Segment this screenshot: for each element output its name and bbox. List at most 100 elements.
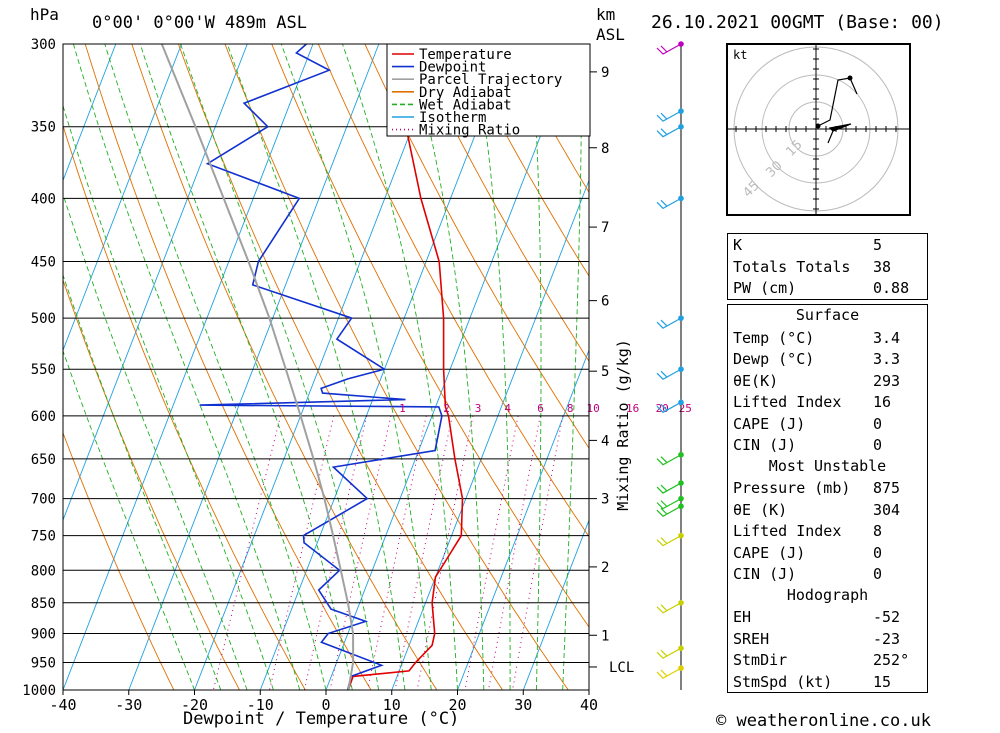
km-tick-label: 1 (601, 628, 609, 644)
mu-cape-value: 0 (873, 543, 883, 562)
wind-level-dot (678, 123, 684, 130)
surface-li-label: Lifted Index (733, 393, 842, 411)
legend-label: Parcel Trajectory (419, 72, 562, 88)
km-tick-label: 3 (601, 492, 609, 508)
legend-label: Isotherm (419, 110, 486, 126)
surface-thetae-label: θE(K) (733, 371, 779, 390)
mu-pressure-label: Pressure (mb) (733, 479, 851, 497)
k-index-label: K (733, 236, 743, 254)
wind-barb (656, 197, 682, 210)
x-tick-label: 10 (383, 696, 401, 714)
sreh-label: SREH (733, 629, 770, 648)
location-header: 0°00' 0°00'W 489m ASL (92, 13, 307, 33)
x-tick-label: 0 (321, 696, 330, 714)
wind-barb (656, 505, 682, 517)
legend-label: Dry Adiabat (419, 85, 512, 101)
wind-barb (656, 43, 682, 55)
mixing-ratio-line (212, 415, 281, 690)
wind-barb (656, 317, 682, 329)
wet-adiabat-line (63, 104, 274, 690)
isotherm-line (259, 44, 511, 690)
wet-adiabat-line (139, 44, 353, 690)
k-index-value: 5 (873, 236, 883, 254)
dry-adiabat-line (457, 44, 589, 277)
isotherm-line (128, 44, 380, 690)
mixing-ratio-labels: 1 2 3 4 6 8 10 16 20 25 (399, 402, 692, 415)
mixing-ratio-label: 10 (587, 402, 600, 415)
dry-adiabat-line (364, 44, 589, 449)
surface-cin-label: CIN (J) (733, 436, 797, 454)
wet-adiabat-line (342, 44, 458, 690)
legend-label: Mixing Ratio (419, 123, 520, 139)
asl-unit-label: ASL (596, 25, 625, 44)
legend-label: Wet Adiabat (419, 97, 512, 113)
surface-table: Surface Temp (°C) 3.4 Dewp (°C) 3.3 θE(K) 2… (727, 304, 928, 693)
pressure-tick-label: 1000 (22, 683, 56, 699)
profile-lines (160, 44, 464, 690)
surface-cin-value: 0 (873, 436, 883, 454)
wind-barb (656, 126, 682, 138)
pressure-tick-label: 450 (31, 255, 56, 271)
hodograph-trace (817, 77, 858, 127)
mixing-ratio-label: 8 (567, 402, 574, 415)
isotherm-line (391, 179, 589, 690)
dry-adiabat-line (271, 44, 589, 628)
wet-adiabat-line (63, 349, 195, 690)
totals-totals-value: 38 (873, 257, 892, 276)
stmdir-value: 252° (873, 651, 910, 669)
pressure-tick-label: 550 (31, 362, 56, 378)
wet-adiabat-line (530, 44, 542, 690)
stmspd-value: 15 (873, 672, 892, 691)
x-tick-label: 30 (514, 696, 532, 714)
pressure-tick-label: 900 (31, 626, 56, 642)
mu-thetae-label: θE (K) (733, 500, 788, 519)
dry-adiabat-line (971, 44, 1000, 690)
stmspd-label: StmSpd (kt) (733, 672, 833, 691)
km-tick-label: 2 (601, 560, 609, 576)
dry-adiabat-line (411, 44, 589, 363)
legend-label: Dewpoint (419, 60, 486, 76)
wind-barb (656, 454, 682, 466)
storm-motion-arrow (827, 123, 852, 144)
mu-cape-label: CAPE (J) (733, 543, 806, 562)
wind-barb (656, 535, 682, 547)
isotherm-line (457, 348, 589, 690)
x-axis-label: Dewpoint / Temperature (°C) (183, 709, 460, 729)
wind-barb (656, 368, 682, 380)
pw-value: 0.88 (873, 279, 910, 297)
pressure-tick-label: 500 (31, 311, 56, 327)
isotherm-line (63, 44, 182, 352)
wind-barb (656, 667, 682, 679)
mixing-ratio-line (394, 415, 453, 690)
km-tick-label: 7 (601, 220, 609, 236)
surface-dewp-label: Dewp (°C) (733, 350, 815, 368)
x-tick-label: 40 (580, 696, 598, 714)
dewpoint-line (199, 44, 443, 690)
surface-cape-value: 0 (873, 414, 883, 433)
pw-label: PW (cm) (733, 279, 797, 297)
legend-box (386, 43, 591, 137)
km-tick-label: 4 (601, 433, 609, 449)
pressure-tick-label: 400 (31, 191, 56, 207)
pressure-tick-label: 850 (31, 596, 56, 612)
surface-temp-label: Temp (°C) (733, 328, 815, 347)
pressure-tick-label: 750 (31, 529, 56, 545)
pressure-tick-label: 650 (31, 452, 56, 468)
indices-table: K 5 Totals Totals 38 PW (cm) 0.88 (727, 233, 928, 300)
dry-adiabat-line (63, 431, 175, 690)
parcel-trajectory-line (160, 44, 355, 690)
surface-cape-label: CAPE (J) (733, 414, 806, 433)
mixing-ratio-label: 16 (626, 402, 639, 415)
wet-adiabat-line (180, 44, 380, 690)
wet-adiabat-line (472, 44, 511, 690)
mu-li-label: Lifted Index (733, 522, 842, 540)
mixing-ratio-line (488, 415, 541, 690)
wind-barb (656, 401, 682, 414)
mixing-ratio-label: 3 (475, 402, 482, 415)
most-unstable-title: Most Unstable (768, 456, 887, 475)
mixing-ratio-label: 6 (537, 402, 544, 415)
isotherm-line (63, 44, 314, 690)
copyright: © weatheronline.co.uk (716, 711, 931, 731)
pressure-tick-label: 700 (31, 492, 56, 508)
